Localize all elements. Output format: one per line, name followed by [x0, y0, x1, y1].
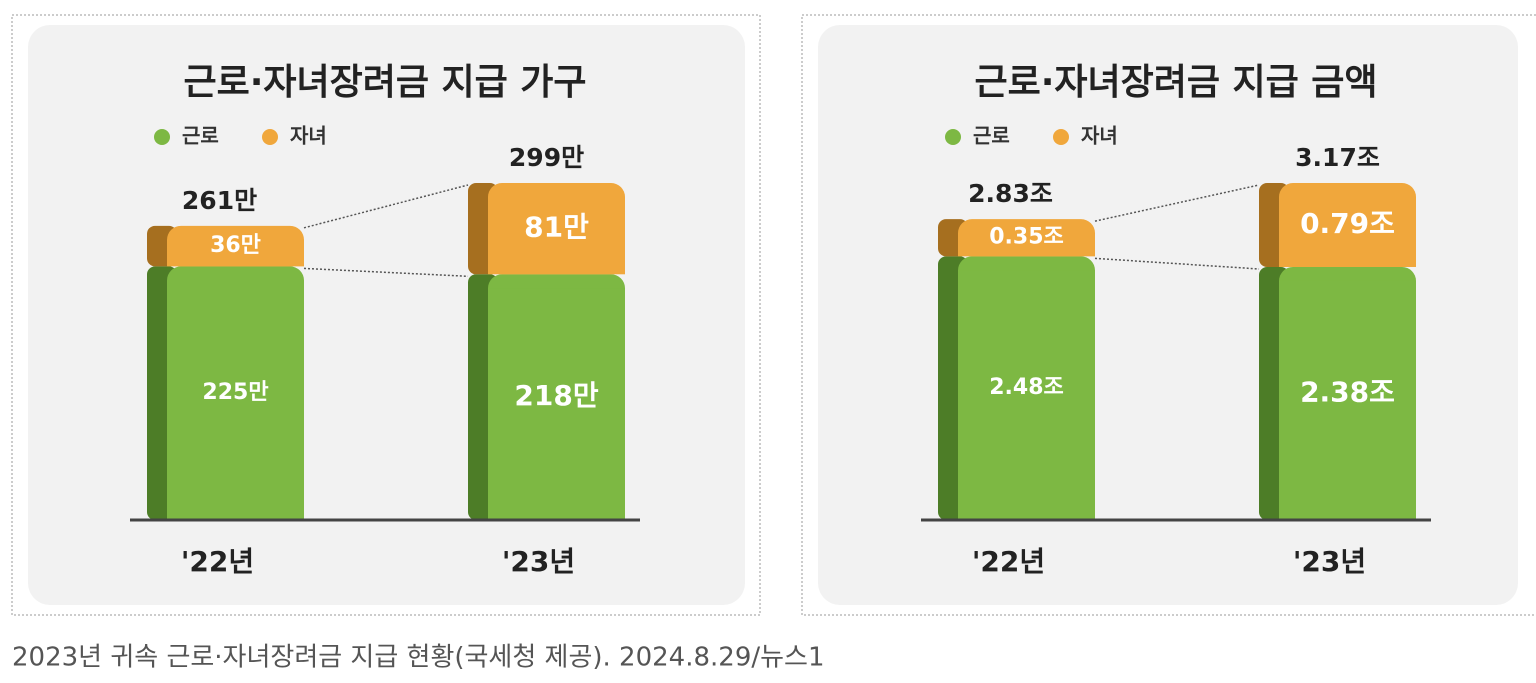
value-label: 225만	[202, 380, 268, 405]
legend-swatch	[1053, 129, 1069, 145]
total-label: 299만	[509, 143, 584, 172]
x-tick-label: '22년	[972, 545, 1045, 578]
total-label: 261만	[182, 186, 257, 215]
value-label: 2.38조	[1300, 375, 1395, 408]
panel-border	[11, 14, 761, 616]
legend-label: 자녀	[290, 124, 327, 148]
connector	[303, 184, 469, 229]
connector	[303, 267, 469, 278]
legend-swatch	[262, 129, 278, 145]
value-label: 81만	[524, 211, 589, 244]
total-label: 2.83조	[968, 179, 1053, 208]
legend-swatch	[945, 129, 961, 145]
value-label: 0.79조	[1300, 207, 1395, 240]
x-tick-label: '23년	[502, 545, 575, 578]
legend-swatch	[154, 129, 170, 145]
panel	[28, 25, 745, 605]
bar-segment-fill	[1279, 197, 1416, 267]
legend-label: 근로	[973, 124, 1010, 148]
bar-segment-fill	[488, 288, 625, 520]
total-label: 3.17조	[1295, 143, 1380, 172]
caption: 2023년 귀속 근로·자녀장려금 지급 현황(국세청 제공). 2024.8.…	[12, 643, 825, 673]
value-label: 0.35조	[989, 225, 1064, 250]
bar-segment-fill	[1279, 280, 1416, 520]
chart-title: 근로·자녀장려금 지급 금액	[974, 62, 1377, 103]
value-label: 218만	[514, 379, 598, 412]
panel-border	[801, 14, 1536, 616]
x-tick-label: '22년	[181, 545, 254, 578]
legend-label: 자녀	[1081, 124, 1118, 148]
value-label: 36만	[210, 233, 261, 258]
connector	[1094, 257, 1260, 270]
bar-segment-fill	[958, 270, 1095, 520]
bar-segment-fill	[958, 233, 1095, 257]
bar-segment-fill	[488, 197, 625, 275]
chart-title: 근로·자녀장려금 지급 가구	[183, 62, 586, 103]
value-label: 2.48조	[989, 375, 1064, 400]
bar-segment-fill	[167, 280, 304, 520]
bar-segment-fill	[167, 239, 304, 267]
legend-label: 근로	[182, 124, 219, 148]
x-tick-label: '23년	[1293, 545, 1366, 578]
